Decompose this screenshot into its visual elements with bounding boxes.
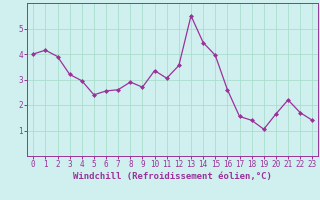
- X-axis label: Windchill (Refroidissement éolien,°C): Windchill (Refroidissement éolien,°C): [73, 172, 272, 181]
